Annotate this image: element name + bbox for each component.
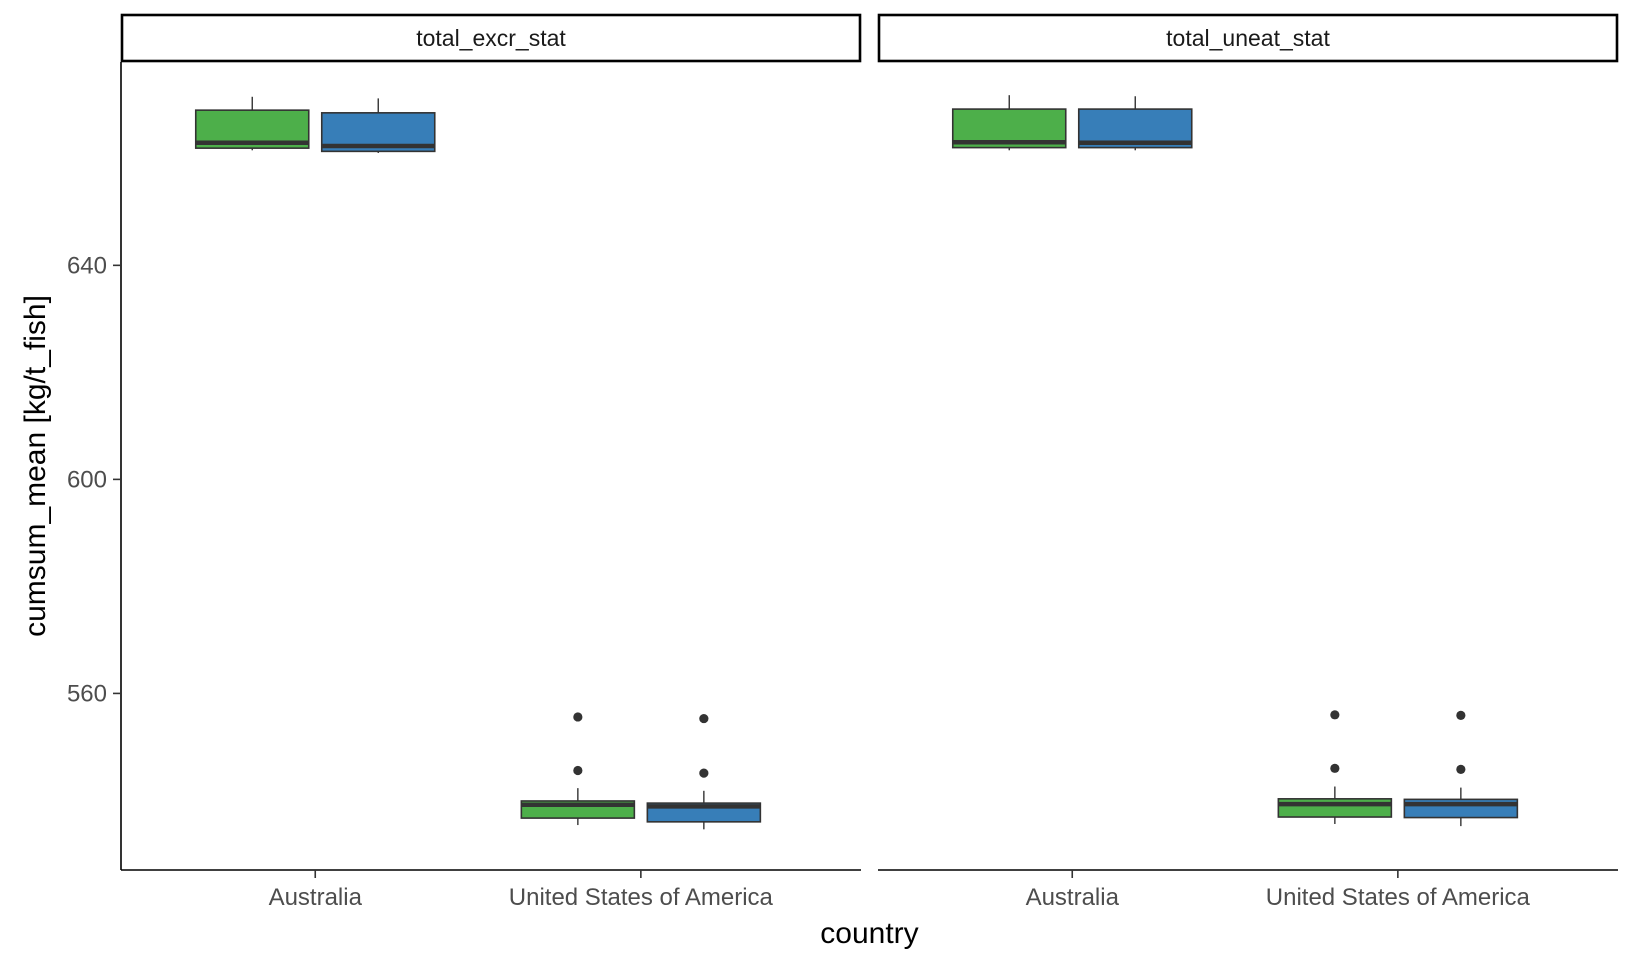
facet-strip-label: total_excr_stat [416, 25, 566, 51]
y-tick-label: 640 [67, 252, 107, 279]
box-1 [320, 98, 436, 153]
outlier-point [573, 765, 583, 776]
box-0 [194, 96, 310, 151]
outlier-point [1330, 763, 1340, 773]
y-tick-label: 560 [67, 680, 107, 707]
box-3 [1403, 710, 1519, 827]
x-tick-label: Australia [269, 884, 363, 911]
y-tick-label: 600 [67, 466, 107, 493]
box-2 [520, 712, 636, 826]
outlier-point [1456, 710, 1466, 720]
facet-strip-label: total_uneat_stat [1166, 25, 1330, 51]
box-1 [1077, 96, 1193, 151]
facet-strip [877, 13, 1619, 63]
box-3 [646, 713, 762, 830]
x-tick-label: United States of America [1266, 884, 1531, 911]
outlier-point [699, 768, 709, 778]
box-2 [1277, 710, 1393, 824]
box-body [1277, 798, 1393, 818]
outlier-point [1456, 764, 1466, 775]
outlier-point [699, 713, 709, 724]
outlier-point [573, 712, 583, 722]
box-0 [951, 95, 1067, 151]
y-axis-title: cumsum_mean [kg/t_fish] [19, 295, 52, 637]
x-tick-label: United States of America [509, 884, 774, 911]
x-tick-label: Australia [1026, 884, 1120, 911]
x-axis-title: country [820, 917, 918, 950]
facet-strip [120, 13, 862, 63]
outlier-point [1330, 710, 1340, 720]
